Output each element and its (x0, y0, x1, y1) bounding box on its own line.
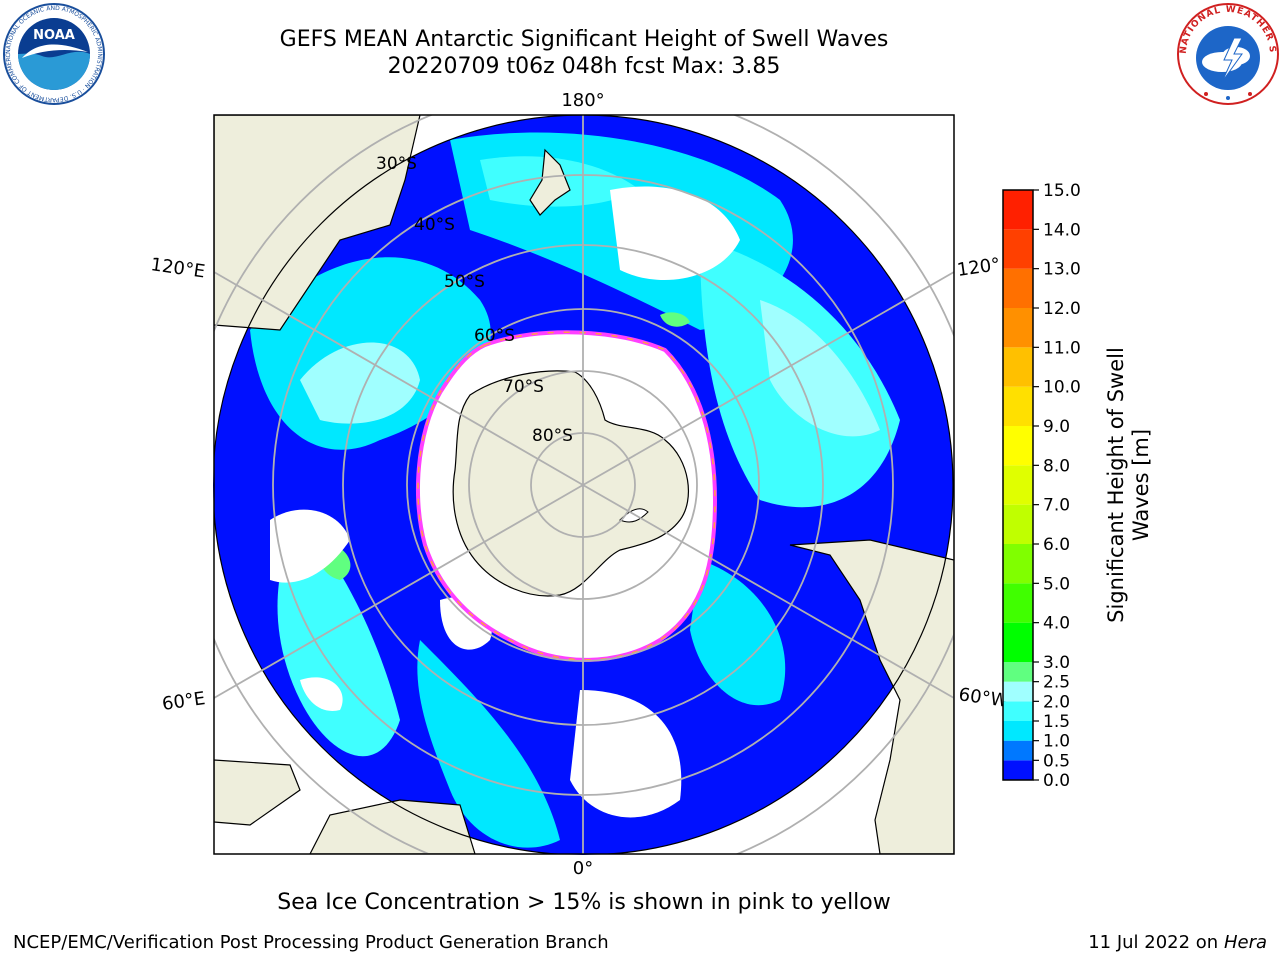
land-antarctica (452, 370, 689, 597)
lon-label-120: 120° (956, 254, 1002, 281)
colorbar-tick-label: 9.0 (1043, 417, 1070, 437)
colorbar-tick-label: 12.0 (1043, 299, 1081, 319)
colorbar-segment (1003, 347, 1033, 387)
ice-shelf (619, 508, 649, 523)
colorbar-tick-label: 1.0 (1043, 732, 1070, 752)
colorbar-segment (1003, 760, 1033, 780)
land-new-zealand (529, 148, 571, 216)
colorbar-segment (1003, 583, 1033, 623)
lat-label-80s: 80°S (532, 426, 573, 446)
date-text: 11 Jul 2022 on (1088, 932, 1224, 953)
lat-label-30s: 30°S (376, 154, 417, 174)
colorbar-segment (1003, 740, 1033, 761)
colorbar-segment (1003, 721, 1033, 741)
colorbar-segment (1003, 426, 1033, 466)
colorbar: 0.00.51.01.52.02.53.0 4.0 5.0 6.0 7.0 8.0 9.0 1… (1002, 181, 1081, 791)
colorbar-segment (1003, 386, 1033, 426)
lon-label-0: 0° (573, 858, 593, 879)
lon-label-60w: 60°W (957, 684, 1009, 712)
colorbar-tick-label: 2.5 (1043, 673, 1070, 693)
colorbar-tick-label: 1.5 (1043, 712, 1070, 732)
colorbar-tick-label: 11.0 (1043, 338, 1081, 358)
lon-label-180: 180° (561, 90, 604, 111)
lat-label-50s: 50°S (444, 272, 485, 292)
chart-title-line2: 20220709 t06z 048h fcst Max: 3.85 (387, 54, 781, 79)
colorbar-segment (1003, 229, 1033, 269)
land-madagascar (214, 759, 301, 826)
colorbar-tick-label: 0.5 (1043, 751, 1070, 771)
sea-ice-caption: Sea Ice Concentration > 15% is shown in … (277, 890, 891, 915)
colorbar-tick-label: 10.0 (1043, 378, 1081, 398)
map-frame (213, 114, 955, 855)
colorbar-segment (1003, 308, 1033, 348)
colorbar-tick-label: 14.0 (1043, 220, 1081, 240)
noaa-wordmark: NOAA (33, 28, 75, 43)
graticule (214, 115, 954, 854)
credit-text: NCEP/EMC/Verification Post Processing Pr… (13, 932, 609, 953)
lon-label-120e: 120°E (149, 254, 206, 282)
colorbar-tick-label: 7.0 (1043, 496, 1070, 516)
colorbar-tick-label: 2.0 (1043, 692, 1070, 712)
colorbar-tick-label: 6.0 (1043, 535, 1070, 555)
colorbar-tick-label: 5.0 (1043, 574, 1070, 594)
colorbar-segment (1003, 465, 1033, 505)
chart-title-line1: GEFS MEAN Antarctic Significant Height o… (279, 27, 889, 52)
lat-label-40s: 40°S (414, 215, 455, 235)
generated-date: 11 Jul 2022 on Hera (1088, 932, 1267, 953)
nws-logo: NATIONAL WEATHER SERVICE (1176, 2, 1279, 105)
colorbar-segment (1003, 504, 1033, 544)
colorbar-tick-label: 15.0 (1043, 181, 1081, 201)
noaa-logo: NATIONAL OCEANIC AND ATMOSPHERIC ADMINIS… (2, 2, 105, 105)
colorbar-frame (1002, 189, 1034, 781)
lon-label-60e: 60°E (161, 688, 207, 715)
colorbar-segment (1003, 701, 1033, 721)
colorbar-segment (1003, 544, 1033, 584)
colorbar-segment (1003, 662, 1033, 682)
colorbar-tick-label: 0.0 (1043, 771, 1070, 791)
colorbar-segment (1003, 622, 1033, 662)
colorbar-tick-label: 3.0 (1043, 653, 1070, 673)
machine-name: Hera (1223, 932, 1267, 953)
colorbar-tick-label: 8.0 (1043, 456, 1070, 476)
colorbar-tick-label: 13.0 (1043, 260, 1081, 280)
colorbar-segment (1003, 268, 1033, 308)
colorbar-segment (1003, 190, 1033, 230)
colorbar-label: Significant Height of Swell Waves [m] (1104, 347, 1153, 623)
lat-label-60s: 60°S (474, 326, 515, 346)
lat-label-70s: 70°S (503, 377, 544, 397)
colorbar-tick-label: 4.0 (1043, 614, 1070, 634)
colorbar-segment (1003, 681, 1033, 702)
